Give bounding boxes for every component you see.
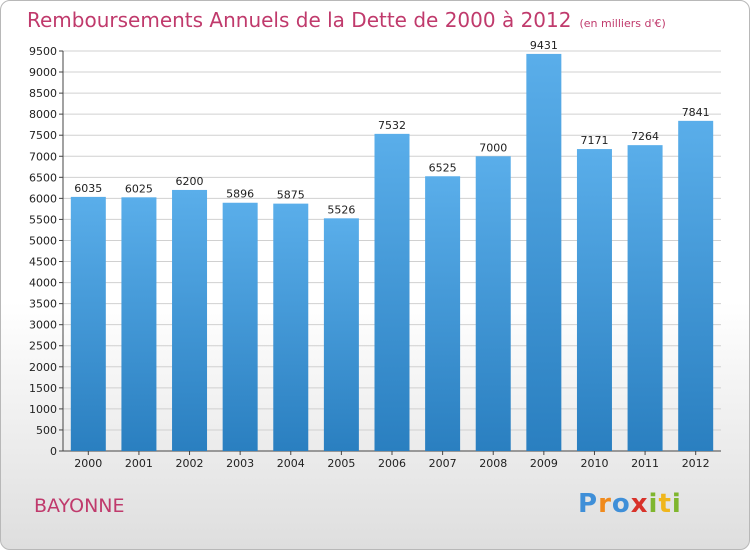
y-tick-label: 8000: [29, 108, 57, 121]
bar: [475, 156, 511, 451]
y-tick-label: 4500: [29, 256, 57, 269]
bars: [70, 53, 714, 451]
y-tick-label: 1000: [29, 403, 57, 416]
x-tick-label: 2005: [327, 457, 355, 470]
data-label: 6035: [74, 182, 102, 195]
x-tick-label: 2007: [429, 457, 457, 470]
bar: [273, 203, 309, 451]
y-tick-label: 8500: [29, 87, 57, 100]
y-tick-label: 7500: [29, 129, 57, 142]
y-tick-label: 500: [36, 424, 57, 437]
y-tick-label: 5500: [29, 213, 57, 226]
bar: [576, 149, 612, 451]
city-name: BAYONNE: [34, 495, 125, 517]
data-label: 7532: [378, 119, 406, 132]
bar: [121, 197, 157, 451]
x-tick-label: 2006: [378, 457, 406, 470]
y-tick-label: 3000: [29, 319, 57, 332]
x-tick-label: 2003: [226, 457, 254, 470]
bar: [526, 53, 562, 451]
data-label: 7264: [631, 130, 659, 143]
proxiti-logo: Proxiti: [578, 489, 682, 519]
logo-letter: i: [671, 489, 682, 519]
y-tick-label: 9500: [29, 45, 57, 58]
y-tick-label: 0: [50, 445, 57, 458]
x-tick-label: 2012: [682, 457, 710, 470]
bar: [172, 189, 208, 451]
data-label: 9431: [530, 39, 558, 52]
axes: 0 500 1000 1500 2000 2500 3000 3500 4000 4500 5000…: [29, 45, 721, 470]
data-label: 6025: [125, 182, 153, 195]
bar: [678, 120, 714, 451]
bar: [222, 202, 258, 451]
y-tick-label: 2500: [29, 340, 57, 353]
data-label: 5896: [226, 188, 254, 201]
x-tick-label: 2008: [479, 457, 507, 470]
y-tick-label: 4000: [29, 277, 57, 290]
y-tick-label: 5000: [29, 234, 57, 247]
logo-letter: t: [658, 489, 672, 519]
data-label: 7841: [682, 106, 710, 119]
chart-unit: (en milliers d'€): [579, 17, 666, 30]
data-label: 6200: [176, 175, 204, 188]
x-tick-label: 2001: [125, 457, 153, 470]
y-tick-label: 2000: [29, 361, 57, 374]
logo-letter: i: [648, 489, 659, 519]
logo-letter: P: [578, 489, 599, 519]
logo-letter: r: [598, 489, 612, 519]
logo-letter: x: [630, 489, 649, 519]
data-label: 5526: [327, 203, 355, 216]
data-label: 7171: [580, 134, 608, 147]
data-label: 5875: [277, 189, 305, 202]
x-tick-label: 2011: [631, 457, 659, 470]
x-tick-label: 2000: [74, 457, 102, 470]
y-tick-label: 3500: [29, 298, 57, 311]
bar: [70, 196, 106, 451]
bar: [425, 176, 461, 451]
y-tick-label: 6500: [29, 171, 57, 184]
x-tick-label: 2004: [277, 457, 305, 470]
bar: [374, 133, 410, 451]
title-text: Remboursements Annuels de la Dette de 20…: [27, 8, 572, 32]
bar: [627, 145, 663, 451]
x-tick-label: 2009: [530, 457, 558, 470]
y-tick-label: 9000: [29, 66, 57, 79]
y-tick-label: 7000: [29, 150, 57, 163]
x-tick-label: 2002: [176, 457, 204, 470]
data-label: 6525: [429, 161, 457, 174]
y-tick-label: 1500: [29, 382, 57, 395]
bar: [323, 218, 359, 451]
data-label: 7000: [479, 141, 507, 154]
labels: 6035 6025 6200 5896 5875 5526 7532 6525 7000 9431…: [74, 39, 709, 216]
y-tick-label: 6000: [29, 192, 57, 205]
logo-letter: o: [611, 489, 631, 519]
x-tick-label: 2010: [580, 457, 608, 470]
chart-title: Remboursements Annuels de la Dette de 20…: [27, 8, 666, 32]
